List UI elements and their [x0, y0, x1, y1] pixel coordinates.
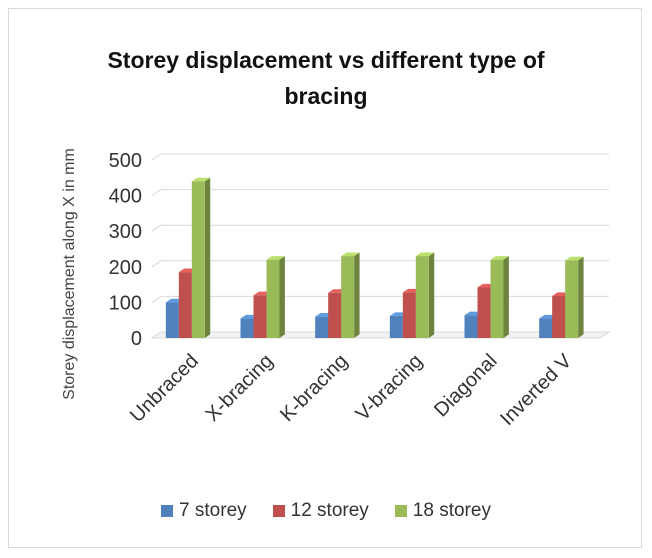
bar — [328, 292, 342, 338]
chart-title-line-2: bracing — [284, 83, 368, 109]
bar-top — [415, 252, 435, 257]
y-tick-label: 200 — [109, 257, 142, 279]
bar-top — [266, 256, 285, 260]
legend-swatch-7-storey — [161, 505, 174, 517]
bar — [552, 295, 566, 338]
bar — [191, 181, 205, 338]
bar — [402, 292, 416, 338]
x-tick-label: K-bracing — [276, 350, 352, 426]
bar-top — [341, 252, 360, 257]
bar — [341, 256, 355, 338]
bar-top — [191, 177, 211, 182]
bar — [539, 318, 553, 338]
x-tick-label: Inverted V — [496, 350, 576, 430]
bar-side — [503, 256, 509, 338]
bar — [253, 295, 267, 338]
bar — [490, 259, 504, 338]
y-tick-label: 500 — [109, 150, 142, 172]
bar-side — [578, 256, 584, 338]
legend-label-7-storey: 7 storey — [179, 500, 247, 521]
bar-side — [354, 252, 360, 338]
gridline-side — [151, 260, 162, 268]
x-tick-label: X-bracing — [201, 350, 277, 426]
chart-title-line-1: Storey displacement vs different type of — [107, 47, 545, 73]
y-axis-title: Storey displacement along X in mm — [61, 148, 78, 400]
bar — [565, 260, 579, 338]
bar — [315, 316, 329, 338]
y-tick-label: 100 — [109, 292, 142, 314]
legend-swatch-12-storey — [272, 505, 285, 517]
bar — [389, 315, 403, 338]
bar — [240, 318, 254, 338]
x-tick-label: Diagonal — [430, 350, 501, 421]
bar — [464, 315, 478, 338]
y-tick-label: 300 — [109, 221, 142, 243]
gridline-side — [151, 224, 162, 232]
legend-label-12-storey: 12 storey — [290, 500, 369, 521]
bar-side — [204, 177, 211, 338]
bar-top — [565, 256, 584, 261]
chart-frame — [8, 8, 642, 548]
legend-item-12-storey: 12 storey — [272, 500, 369, 522]
y-tick-label: 400 — [109, 186, 142, 208]
y-tick-label: 0 — [131, 328, 142, 350]
bar-side — [279, 256, 285, 338]
bar-side — [428, 252, 435, 338]
x-tick-label: Unbraced — [126, 350, 203, 427]
legend-item-7-storey: 7 storey — [161, 500, 247, 522]
legend-swatch-18-storey — [394, 505, 407, 517]
gridline-side — [151, 295, 162, 303]
bar — [266, 259, 280, 338]
bar — [415, 256, 429, 338]
legend-item-18-storey: 18 storey — [394, 500, 491, 522]
bar — [165, 302, 179, 338]
gridline-side — [151, 153, 162, 161]
bar-top — [490, 256, 509, 260]
x-tick-label: V-bracing — [352, 350, 427, 425]
legend-label-18-storey: 18 storey — [412, 500, 491, 521]
bar — [477, 287, 491, 338]
gridline-side — [151, 189, 162, 197]
bar — [178, 272, 192, 338]
chart-title: Storey displacement vs different type of… — [0, 42, 652, 114]
chart-legend: 7 storey 12 storey 18 storey — [0, 500, 652, 522]
